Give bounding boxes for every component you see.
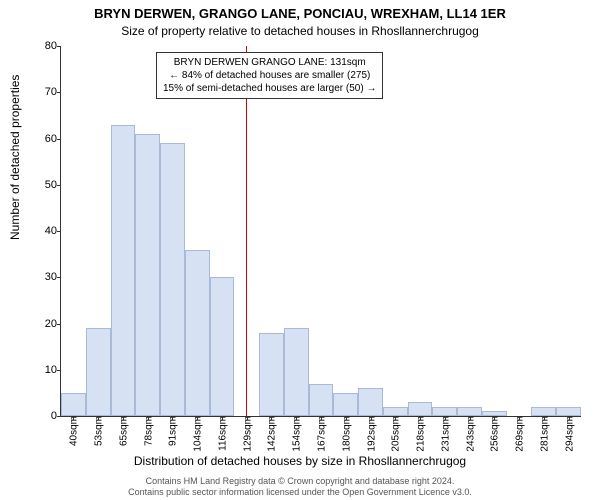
histogram-bar	[531, 407, 556, 416]
histogram-bar	[86, 328, 111, 416]
annotation-line-2: ← 84% of detached houses are smaller (27…	[163, 69, 376, 82]
x-tick-label: 218sqm	[414, 416, 427, 452]
x-tick-label: 40sqm	[67, 416, 80, 446]
x-tick-label: 167sqm	[315, 416, 328, 452]
histogram-bar	[111, 125, 136, 416]
histogram-bar	[432, 407, 457, 416]
y-tick-mark	[57, 416, 61, 417]
chart-title: BRYN DERWEN, GRANGO LANE, PONCIAU, WREXH…	[0, 6, 600, 21]
histogram-bar	[408, 402, 433, 416]
x-tick-mark	[519, 416, 520, 420]
histogram-bar	[556, 407, 581, 416]
y-axis-label: Number of detached properties	[8, 75, 22, 240]
y-tick-mark	[57, 139, 61, 140]
x-tick-mark	[371, 416, 372, 420]
x-tick-label: 104sqm	[191, 416, 204, 452]
x-tick-mark	[73, 416, 74, 420]
x-tick-label: 91sqm	[166, 416, 179, 446]
x-tick-label: 180sqm	[339, 416, 352, 452]
x-tick-label: 243sqm	[463, 416, 476, 452]
histogram-bar	[383, 407, 408, 416]
x-tick-mark	[148, 416, 149, 420]
x-tick-label: 294sqm	[562, 416, 575, 452]
footer-line-1: Contains HM Land Registry data © Crown c…	[0, 476, 600, 487]
x-tick-mark	[197, 416, 198, 420]
x-tick-mark	[98, 416, 99, 420]
x-tick-mark	[172, 416, 173, 420]
x-tick-mark	[494, 416, 495, 420]
reference-line	[246, 46, 247, 416]
annotation-line-3: 15% of semi-detached houses are larger (…	[163, 82, 376, 95]
chart-container: BRYN DERWEN, GRANGO LANE, PONCIAU, WREXH…	[0, 0, 600, 500]
plot-area: 0102030405060708040sqm53sqm65sqm78sqm91s…	[60, 46, 581, 417]
annotation-line-1: BRYN DERWEN GRANGO LANE: 131sqm	[163, 56, 376, 69]
x-tick-label: 129sqm	[240, 416, 253, 452]
histogram-bar	[61, 393, 86, 416]
footer-text: Contains HM Land Registry data © Crown c…	[0, 476, 600, 498]
histogram-bar	[185, 250, 210, 417]
annotation-box: BRYN DERWEN GRANGO LANE: 131sqm← 84% of …	[156, 52, 383, 99]
x-tick-label: 281sqm	[537, 416, 550, 452]
y-tick-mark	[57, 277, 61, 278]
x-axis-label: Distribution of detached houses by size …	[0, 454, 600, 468]
x-tick-mark	[222, 416, 223, 420]
x-tick-mark	[569, 416, 570, 420]
y-tick-mark	[57, 231, 61, 232]
y-tick-mark	[57, 46, 61, 47]
x-tick-label: 142sqm	[265, 416, 278, 452]
x-tick-label: 205sqm	[389, 416, 402, 452]
histogram-bar	[284, 328, 309, 416]
x-tick-label: 256sqm	[488, 416, 501, 452]
chart-subtitle: Size of property relative to detached ho…	[0, 24, 600, 38]
histogram-bar	[333, 393, 358, 416]
x-tick-mark	[395, 416, 396, 420]
x-tick-mark	[296, 416, 297, 420]
x-tick-mark	[123, 416, 124, 420]
x-tick-label: 192sqm	[364, 416, 377, 452]
histogram-bar	[135, 134, 160, 416]
y-tick-mark	[57, 324, 61, 325]
y-tick-mark	[57, 185, 61, 186]
histogram-bar	[309, 384, 334, 416]
x-tick-label: 53sqm	[92, 416, 105, 446]
x-tick-label: 78sqm	[141, 416, 154, 446]
x-tick-mark	[544, 416, 545, 420]
footer-line-2: Contains public sector information licen…	[0, 487, 600, 498]
x-tick-label: 269sqm	[513, 416, 526, 452]
x-tick-label: 116sqm	[215, 416, 228, 451]
x-tick-label: 154sqm	[290, 416, 303, 452]
x-tick-label: 231sqm	[438, 416, 451, 452]
x-tick-mark	[420, 416, 421, 420]
x-tick-mark	[247, 416, 248, 420]
x-tick-mark	[445, 416, 446, 420]
y-tick-mark	[57, 92, 61, 93]
histogram-bar	[210, 277, 235, 416]
x-tick-mark	[271, 416, 272, 420]
y-tick-mark	[57, 370, 61, 371]
histogram-bar	[259, 333, 284, 416]
x-tick-label: 65sqm	[116, 416, 129, 446]
x-tick-mark	[346, 416, 347, 420]
histogram-bar	[160, 143, 185, 416]
x-tick-mark	[470, 416, 471, 420]
histogram-bar	[457, 407, 482, 416]
histogram-bar	[358, 388, 383, 416]
x-tick-mark	[321, 416, 322, 420]
